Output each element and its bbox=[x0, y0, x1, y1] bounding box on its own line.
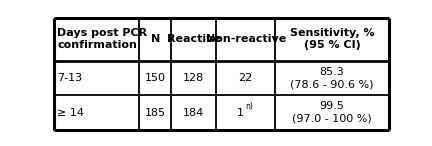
Text: 128: 128 bbox=[183, 73, 204, 83]
Text: n): n) bbox=[245, 102, 253, 111]
Text: Reactive: Reactive bbox=[167, 34, 221, 44]
Text: 85.3
(78.6 - 90.6 %): 85.3 (78.6 - 90.6 %) bbox=[290, 67, 374, 89]
Text: 150: 150 bbox=[145, 73, 166, 83]
Text: Days post PCR
confirmation: Days post PCR confirmation bbox=[57, 28, 147, 50]
Text: Non-reactive: Non-reactive bbox=[206, 34, 286, 44]
Text: N: N bbox=[151, 34, 160, 44]
Text: 22: 22 bbox=[238, 73, 253, 83]
Text: Sensitivity, %
(95 % CI): Sensitivity, % (95 % CI) bbox=[289, 28, 374, 50]
Text: 1: 1 bbox=[237, 108, 244, 118]
Text: 185: 185 bbox=[145, 108, 166, 118]
Text: 7-13: 7-13 bbox=[57, 73, 83, 83]
Text: ≥ 14: ≥ 14 bbox=[57, 108, 84, 118]
Text: 99.5
(97.0 - 100 %): 99.5 (97.0 - 100 %) bbox=[292, 101, 372, 124]
Text: 184: 184 bbox=[183, 108, 204, 118]
